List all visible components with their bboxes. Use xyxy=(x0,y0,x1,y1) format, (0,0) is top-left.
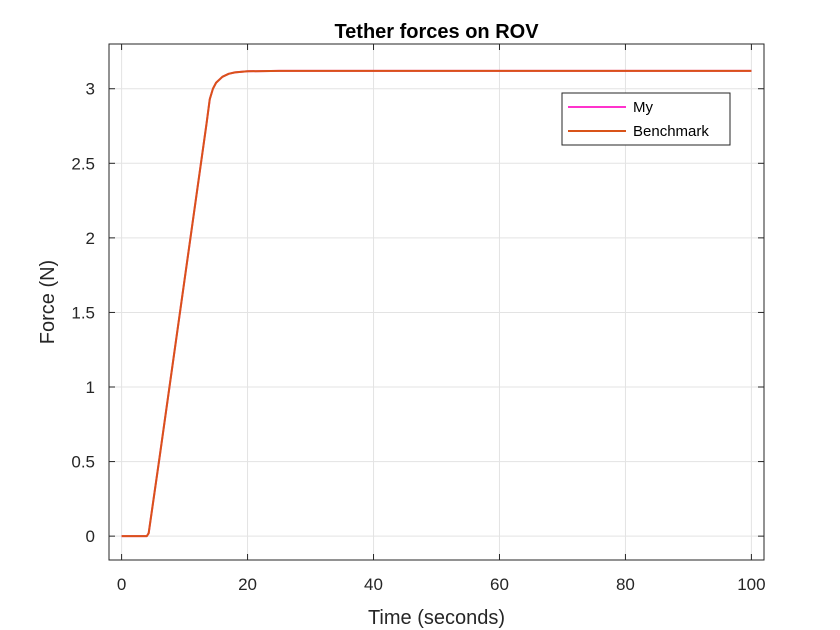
y-tick-label: 0.5 xyxy=(71,453,95,472)
x-tick-label: 60 xyxy=(490,575,509,594)
x-tick-label: 80 xyxy=(616,575,635,594)
x-tick-label: 100 xyxy=(737,575,765,594)
legend-label-benchmark: Benchmark xyxy=(633,123,709,140)
x-tick-label: 0 xyxy=(117,575,126,594)
y-tick-label: 3 xyxy=(86,80,95,99)
plot-area-frame xyxy=(108,43,765,561)
y-axis-label: Force (N) xyxy=(37,260,59,344)
axis-ticks: 0 20 40 60 80 100 0 0.5 1 1.5 2 2.5 3 xyxy=(71,44,766,594)
y-tick-label: 1 xyxy=(86,378,95,397)
y-tick-label: 1.5 xyxy=(71,303,95,322)
x-tick-label: 40 xyxy=(364,575,383,594)
chart-title: Tether forces on ROV xyxy=(334,21,539,43)
legend-box xyxy=(561,92,731,146)
series-line-benchmark xyxy=(121,69,752,538)
x-tick-label: 20 xyxy=(238,575,257,594)
y-tick-label: 0 xyxy=(86,527,95,546)
series-lines xyxy=(121,69,752,538)
y-tick-label: 2.5 xyxy=(71,154,95,173)
grid-lines xyxy=(109,44,764,560)
y-tick-label: 2 xyxy=(86,229,95,248)
x-axis-label: Time (seconds) xyxy=(368,607,505,629)
legend-label-my: My xyxy=(633,99,653,116)
legend: My Benchmark xyxy=(561,92,731,146)
